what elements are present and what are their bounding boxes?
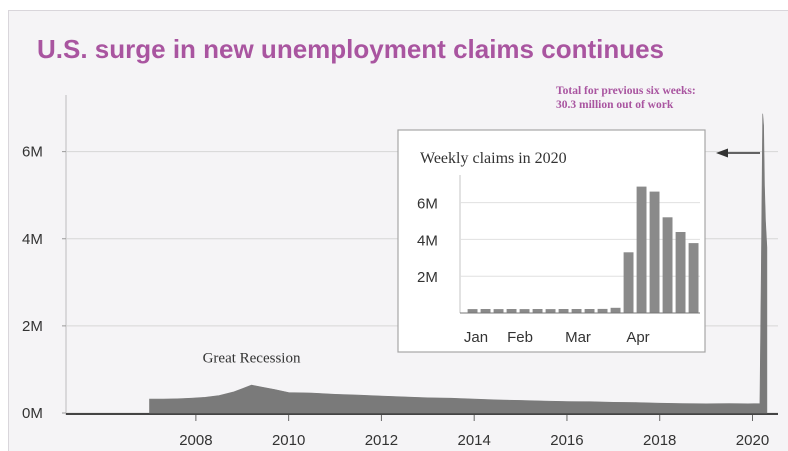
x-tick-label: 2018: [643, 432, 676, 449]
area-series: [149, 113, 768, 414]
main-x-axis: 2008 2010 2012 2014 2016 2018 2020: [66, 413, 778, 449]
inset-month-label: Mar: [565, 329, 591, 346]
inset-bar: [610, 307, 621, 313]
inset-bar: [532, 309, 543, 313]
x-tick-label: 2008: [179, 432, 212, 449]
y-tick-label: 0M: [22, 405, 43, 422]
inset-bar: [493, 309, 504, 313]
inset-month-label: Jan: [464, 329, 488, 346]
arrow-head: [716, 148, 728, 158]
callout-line-2: 30.3 million out of work: [556, 99, 674, 111]
inset-bar: [662, 217, 673, 313]
main-annotation: Great Recession: [203, 351, 301, 367]
inset-y-tick-label: 4M: [417, 232, 438, 249]
inset-bar: [545, 309, 556, 313]
inset-bar: [597, 308, 608, 313]
inset-bar: [506, 309, 517, 313]
y-tick-label: 4M: [22, 231, 43, 248]
inset-chart: Weekly claims in 2020 2M 4M 6M Jan Feb Mar Apr: [397, 129, 706, 353]
callout-text: Total for previous six weeks: 30.3 milli…: [556, 84, 756, 112]
inset-bar: [688, 243, 699, 313]
chart-title: U.S. surge in new unemployment claims co…: [37, 34, 665, 64]
inset-bar: [571, 309, 582, 313]
inset-month-label: Apr: [626, 329, 649, 346]
inset-y-tick-label: 6M: [417, 196, 438, 213]
x-tick-label: 2016: [550, 432, 583, 449]
y-tick-label: 6M: [22, 144, 43, 161]
inset-bar: [480, 309, 491, 313]
x-tick-label: 2012: [365, 432, 398, 449]
annotation-label: Great Recession: [203, 351, 301, 367]
inset-bar: [558, 309, 569, 313]
arrow-icon: [716, 148, 760, 158]
inset-bar: [649, 191, 660, 313]
inset-bar: [519, 309, 530, 313]
x-tick-label: 2014: [457, 432, 490, 449]
callout-line-1: Total for previous six weeks:: [556, 85, 696, 97]
inset-bar: [467, 309, 478, 313]
inset-bar: [675, 232, 686, 313]
y-tick-label: 2M: [22, 318, 43, 335]
inset-bar: [636, 186, 647, 313]
inset-y-tick-label: 2M: [417, 269, 438, 286]
main-series: [149, 113, 768, 414]
x-tick-label: 2020: [736, 432, 769, 449]
inset-bar: [623, 252, 634, 313]
inset-bar: [584, 309, 595, 313]
inset-title: Weekly claims in 2020: [420, 150, 567, 167]
x-tick-label: 2010: [272, 432, 305, 449]
inset-month-label: Feb: [507, 329, 533, 346]
